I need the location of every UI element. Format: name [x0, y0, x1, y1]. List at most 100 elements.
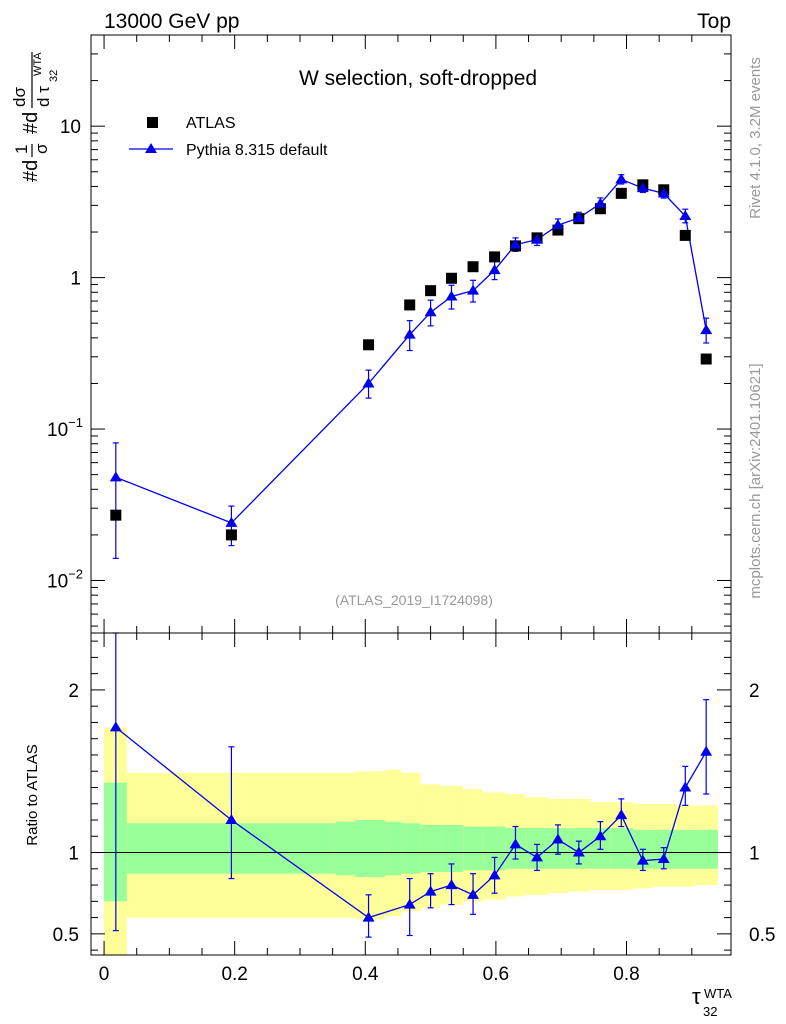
pythia-data-point [679, 210, 692, 221]
ratio-plot-frame [90, 632, 732, 956]
ratio-y-tick-label-right: 0.5 [749, 925, 775, 946]
svg-text:τ: τ [692, 984, 701, 1009]
pythia-data-point [362, 377, 375, 388]
ratio-data-point [594, 830, 607, 841]
uncertainty-band-inner [675, 829, 696, 869]
ratio-data-point [509, 838, 522, 849]
main-y-axis-title: #d 1 σ #d dσ d τ WTA 32 [10, 52, 60, 182]
pythia-data-point [531, 233, 544, 244]
ratio-y-tick-label: 1 [68, 844, 79, 865]
uncertainty-band-inner [384, 821, 402, 876]
uncertainty-band-inner [463, 826, 483, 871]
svg-text:d τ: d τ [34, 86, 53, 107]
ratio-data-point [636, 854, 649, 865]
ratio-data-point [700, 745, 713, 756]
ratio-data-point [488, 869, 501, 880]
main-y-tick-label: 10 [60, 117, 81, 138]
ratio-errorbar [228, 746, 235, 880]
ratio-data-point [679, 781, 692, 792]
atlas-data-point [225, 529, 237, 541]
pythia-errorbar [112, 442, 119, 559]
mcplots-credit-label: mcplots.cern.ch [arXiv:2401.10621] [747, 363, 764, 598]
uncertainty-band-inner [610, 828, 634, 869]
ratio-panel: 2 2 1 1 0.5 0.5 0 0.2 0.4 0.6 0.8 [53, 632, 775, 985]
svg-text:#d: #d [20, 160, 42, 182]
ratio-data-point [362, 911, 375, 922]
pythia-data-point [403, 328, 416, 339]
ratio-data-point [403, 898, 416, 909]
svg-text:32: 32 [703, 1004, 717, 1019]
atlas-data-point [467, 261, 479, 273]
atlas-data-point [425, 285, 437, 297]
atlas-data-point [594, 203, 606, 215]
rivet-version-label: Rivet 4.1.0, 3.2M events [747, 57, 764, 219]
atlas-data-point [552, 224, 564, 236]
svg-text:1: 1 [12, 145, 31, 154]
svg-text:dσ: dσ [10, 87, 29, 107]
pythia-line [115, 178, 707, 524]
x-tick-label: 0.4 [352, 964, 379, 985]
pythia-data-point [509, 238, 522, 249]
svg-text:σ: σ [32, 143, 51, 154]
atlas-data-point [489, 251, 501, 263]
x-tick-label: 0.8 [613, 964, 639, 985]
ratio-data-point [225, 814, 238, 825]
svg-text:WTA: WTA [704, 986, 732, 1001]
uncertainty-band-inner [695, 829, 718, 869]
ratio-data-point [467, 888, 480, 899]
x-axis-title: τ WTA 32 [692, 984, 732, 1019]
header-process-label: Top [697, 10, 731, 33]
ratio-y-axis-title: Ratio to ATLAS [24, 744, 41, 845]
atlas-data-point [110, 509, 122, 521]
pythia-data-point [225, 516, 238, 527]
pythia-data-point [572, 211, 585, 222]
ratio-line [115, 726, 707, 919]
svg-text:32: 32 [48, 70, 60, 82]
legend-pythia-label: Pythia 8.315 default [186, 142, 328, 159]
uncertainty-band-inner [355, 820, 385, 877]
uncertainty-band-inner [482, 826, 506, 871]
atlas-data-point [679, 229, 691, 241]
uncertainty-band-inner [440, 824, 464, 873]
pythia-data-point [467, 284, 480, 295]
atlas-data-point [445, 272, 457, 284]
main-panel: 10 1 10−1 10−2 [47, 34, 732, 634]
analysis-label: (ATLAS_2019_I1724098) [335, 592, 493, 608]
header-energy-label: 13000 GeV pp [104, 10, 239, 33]
ratio-y-tick-label-right: 1 [749, 844, 760, 865]
ratio-y-tick-label: 2 [68, 681, 79, 702]
main-y-tick-label: 1 [70, 269, 81, 290]
uncertainty-band-inner [401, 823, 421, 874]
main-y-tick-label: 10−2 [47, 566, 83, 592]
ratio-data-point [551, 833, 564, 844]
pythia-data-point [657, 187, 670, 198]
pythia-data-point [615, 173, 628, 184]
atlas-data-point [615, 187, 627, 199]
pythia-data-point [488, 264, 501, 275]
ratio-data-point [657, 853, 670, 864]
ratio-data-point [572, 846, 585, 857]
ratio-y-tick-label: 0.5 [53, 925, 79, 946]
x-tick-label: 0.2 [221, 964, 247, 985]
x-tick-label: 0.6 [483, 964, 509, 985]
atlas-data-point [700, 353, 712, 365]
ratio-data-point [424, 885, 437, 896]
legend-pythia-marker [145, 143, 157, 153]
pythia-data-point [445, 290, 458, 301]
atlas-data-point [404, 299, 416, 311]
ratio-data-point [531, 851, 544, 862]
pythia-data-point [636, 182, 649, 193]
pythia-data-point [424, 306, 437, 317]
svg-text:WTA: WTA [32, 52, 44, 76]
uncertainty-band-inner [335, 821, 356, 876]
svg-text:#d: #d [20, 112, 42, 134]
pythia-data-point [594, 197, 607, 208]
ratio-data-point [615, 809, 628, 820]
chart-title: W selection, soft-dropped [299, 67, 537, 90]
pythia-data-point [700, 324, 713, 335]
ratio-y-tick-label-right: 2 [749, 681, 760, 702]
pythia-data-point [551, 219, 564, 230]
legend-atlas-label: ATLAS [186, 115, 236, 132]
uncertainty-band-inner [420, 824, 441, 873]
